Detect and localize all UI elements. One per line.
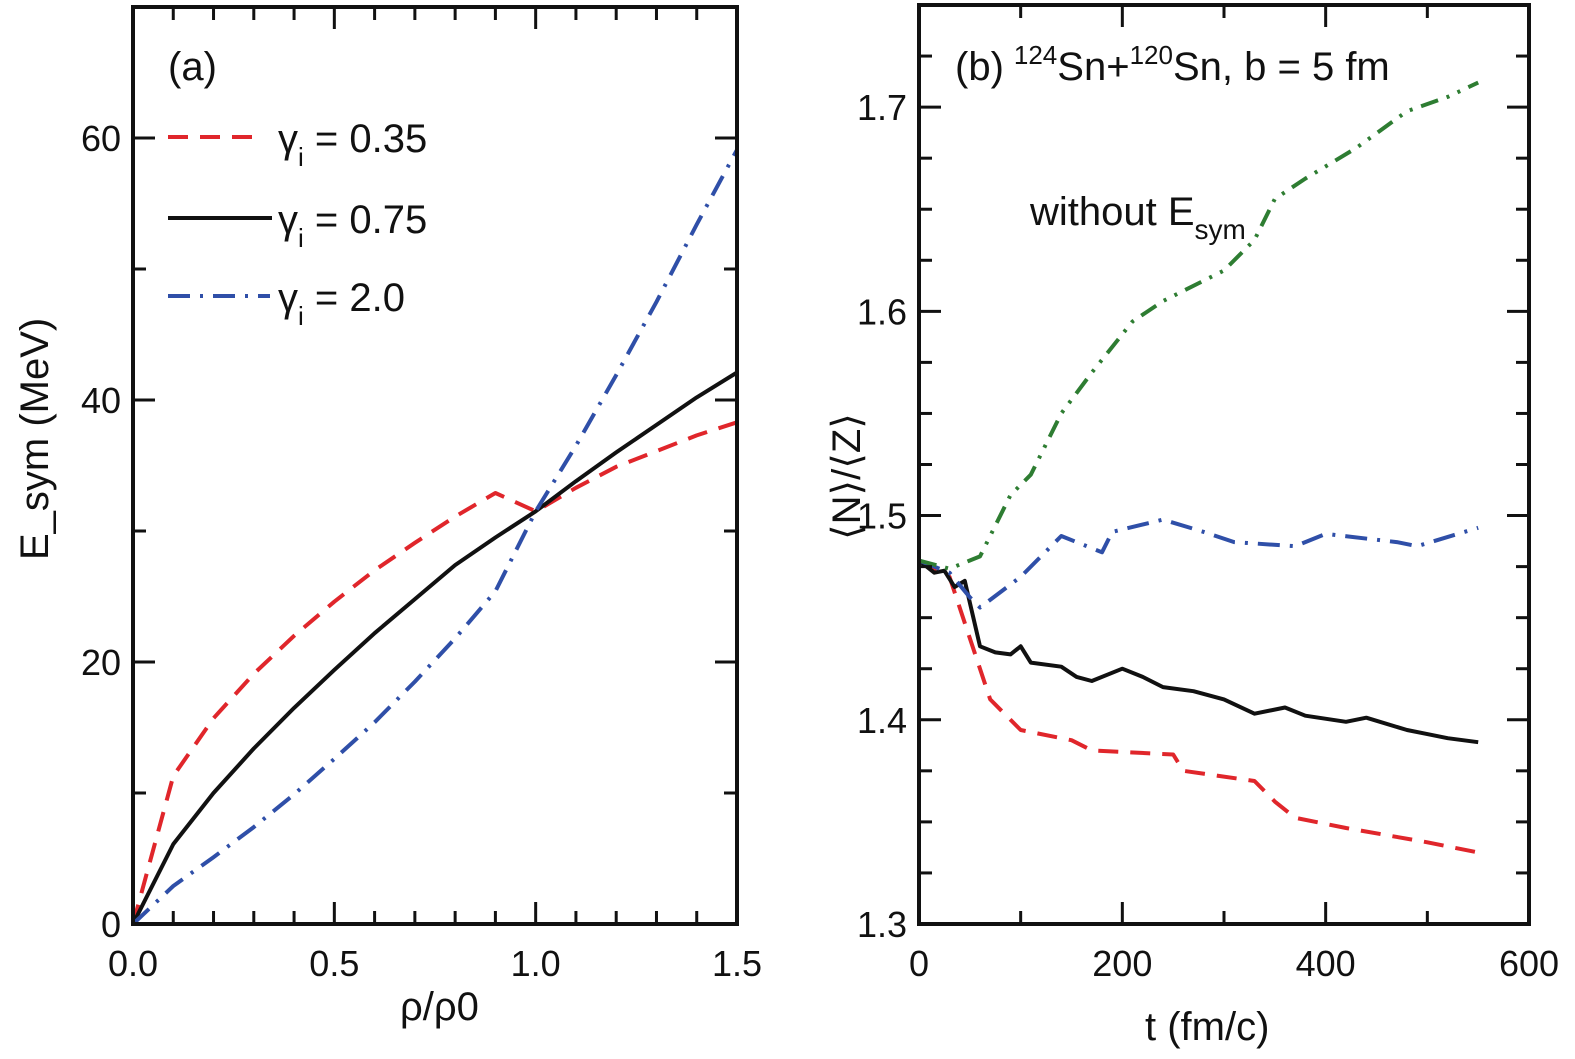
legend-label-2.0: γi = 2.0 <box>278 276 405 331</box>
panel-a-legend: γi = 0.35 γi = 0.75 γi = 2.0 <box>168 117 427 331</box>
panel-b-series <box>917 80 1480 855</box>
panel-b-xlabel: t (fm/c) <box>1145 1005 1269 1049</box>
panel-b-title: (b) 124Sn+120Sn, b = 5 fm <box>955 40 1390 89</box>
panel-b-xtick-label: 200 <box>1092 943 1152 984</box>
panel-a-label: (a) <box>168 45 217 89</box>
panel-a-series-line-0 <box>131 420 738 925</box>
panel-b-ylabel: ⟨N⟩/⟨Z⟩ <box>825 413 869 540</box>
panel-a-xtick-label: 0.5 <box>309 943 359 984</box>
panel-a-ylabel: E_sym (MeV) <box>13 318 57 560</box>
panel-b-ytick-label: 1.3 <box>857 904 907 945</box>
panel-a-ticks: 0.0 0.5 1.0 1.5 0 20 40 60 <box>81 5 762 984</box>
panel-b-ytick-label: 1.7 <box>857 87 907 128</box>
legend-label-0.35: γi = 0.35 <box>278 117 427 172</box>
panel-a-ytick-label: 20 <box>81 642 121 683</box>
panel-b-series-line-1 <box>917 558 1479 745</box>
panel-b-ytick-label: 1.4 <box>857 700 907 741</box>
panel-b-frame <box>917 3 1531 926</box>
panel-a: 0.0 0.5 1.0 1.5 0 20 40 60 (a) γi = 0.35 γi = 0… <box>13 5 762 1029</box>
panel-a-ytick-label: 40 <box>81 380 121 421</box>
panel-b-xtick-label: 400 <box>1296 943 1356 984</box>
panel-b-series-line-0 <box>918 558 1479 855</box>
panel-b-xtick-label: 0 <box>909 943 929 984</box>
panel-a-series-line-2 <box>131 148 739 926</box>
panel-a-xtick-label: 1.0 <box>511 943 561 984</box>
panel-a-series-line-1 <box>131 370 739 925</box>
panel-b-ytick-label: 1.5 <box>857 496 907 537</box>
panel-b-series-line-3 <box>918 80 1480 571</box>
panel-b-xtick-label: 600 <box>1499 943 1559 984</box>
panel-a-frame <box>131 5 739 926</box>
legend-label-0.75: γi = 0.75 <box>278 198 427 253</box>
panel-a-series <box>131 148 739 926</box>
panel-b-ticks: 0 200 400 600 1.3 1.4 1.5 1.6 1.7 <box>857 3 1559 984</box>
panel-b: 0 200 400 600 1.3 1.4 1.5 1.6 1.7 (b) 124Sn+120Sn… <box>825 3 1559 1049</box>
panel-b-series-line-2 <box>918 517 1479 610</box>
panel-a-xtick-label: 1.5 <box>712 943 762 984</box>
panel-b-annotation: without Esym <box>1029 190 1246 245</box>
panel-a-xlabel: ρ/ρ0 <box>400 985 479 1029</box>
panel-a-ytick-label: 60 <box>81 118 121 159</box>
panel-a-ytick-label: 0 <box>101 904 121 945</box>
panel-a-xtick-label: 0.0 <box>108 943 158 984</box>
panel-b-ytick-label: 1.6 <box>857 291 907 332</box>
